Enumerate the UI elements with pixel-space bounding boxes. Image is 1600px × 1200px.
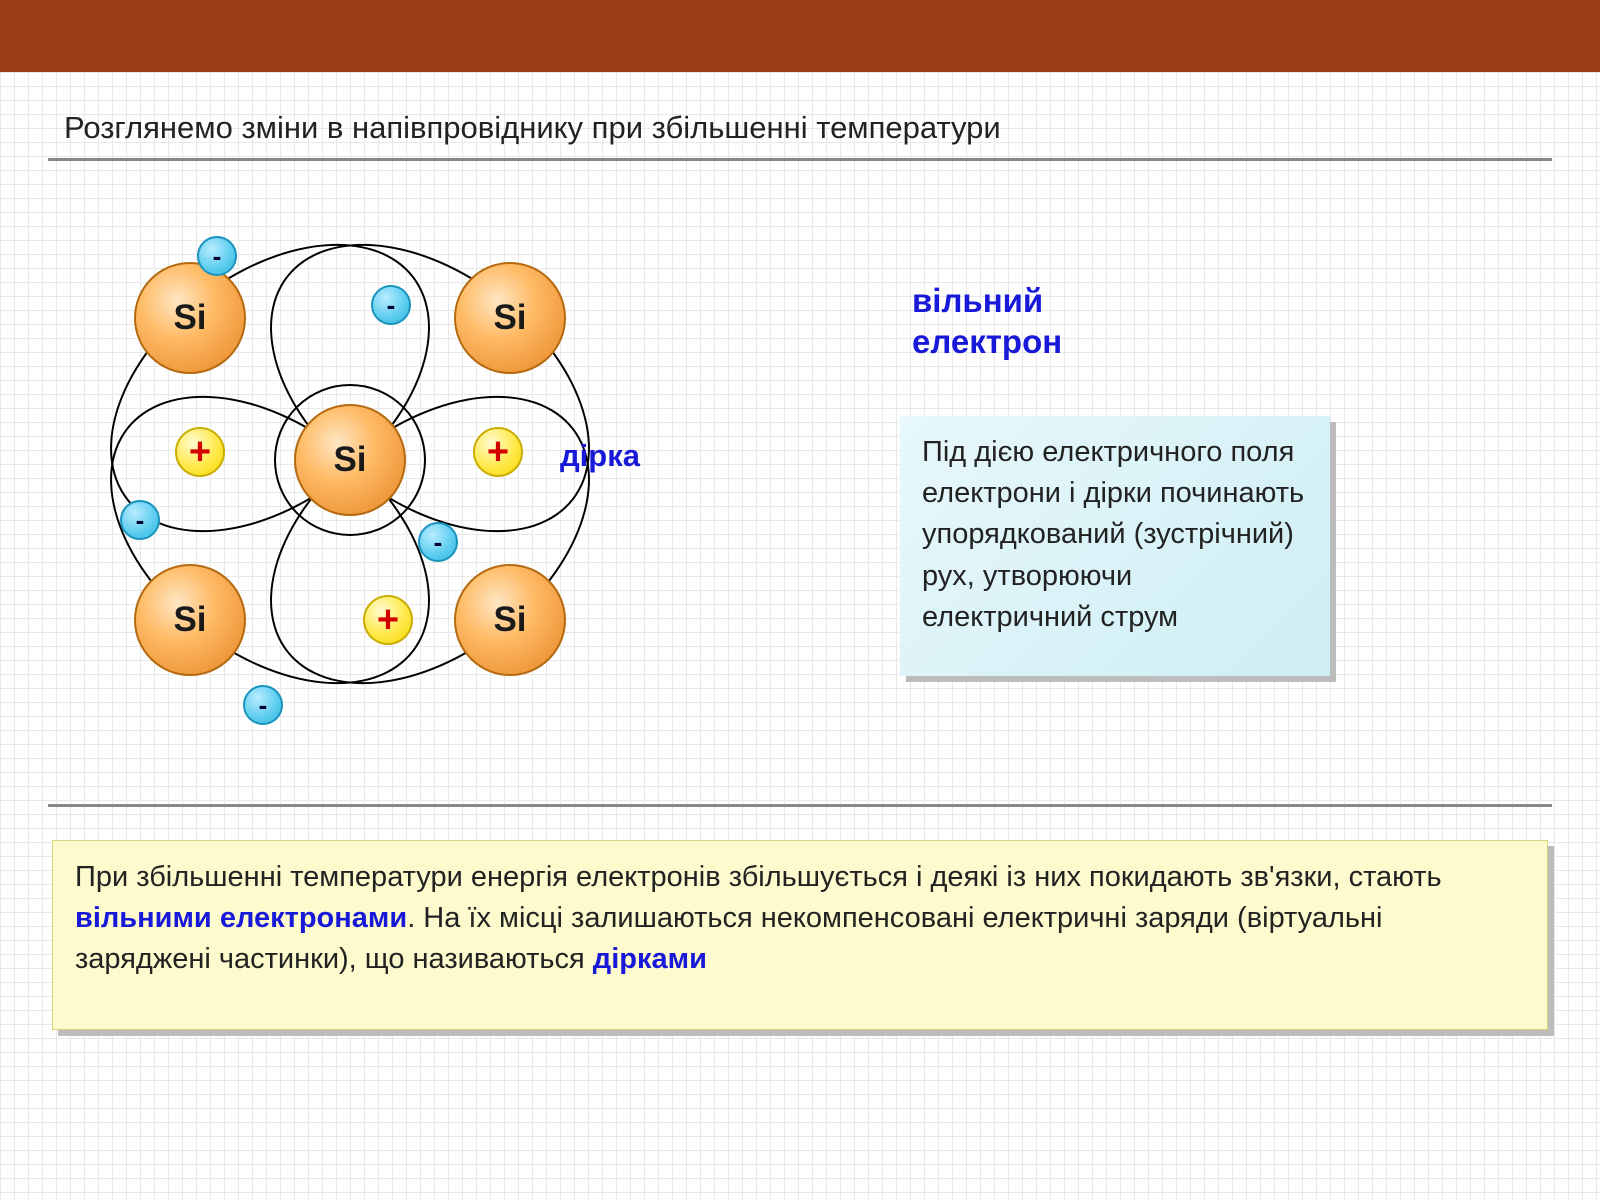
page-title: Розглянемо зміни в напівпровіднику при з…: [64, 110, 1001, 146]
si-atom: Si: [454, 262, 566, 374]
si-atom: Si: [454, 564, 566, 676]
hole-particle: +: [175, 427, 225, 477]
free-electron-label: вільний електрон: [912, 280, 1062, 363]
free-electron-label-line1: вільний: [912, 282, 1043, 319]
explanation-part1: При збільшенні температури енергія елект…: [75, 861, 1442, 893]
divider-top: [48, 158, 1552, 161]
electron-particle: -: [120, 500, 160, 540]
electron-particle: -: [243, 685, 283, 725]
hole-particle: +: [473, 427, 523, 477]
info-box-explanation: При збільшенні температури енергія елект…: [52, 840, 1548, 1030]
free-electron-label-line2: електрон: [912, 323, 1062, 360]
electron-particle: -: [371, 285, 411, 325]
si-atom: Si: [294, 404, 406, 516]
si-atom: Si: [134, 564, 246, 676]
hole-particle: +: [363, 595, 413, 645]
top-bar: [0, 0, 1600, 72]
si-atom: Si: [134, 262, 246, 374]
electron-particle: -: [197, 236, 237, 276]
divider-bottom: [48, 804, 1552, 807]
explanation-kw2: дірками: [593, 943, 707, 975]
info-box-field-text: Під дією електричного поля електрони і д…: [922, 436, 1304, 633]
electron-particle: -: [418, 522, 458, 562]
hole-label: дірка: [560, 438, 640, 474]
info-box-field: Під дією електричного поля електрони і д…: [900, 416, 1330, 676]
explanation-kw1: вільними електронами: [75, 902, 407, 934]
slide-content: Розглянемо зміни в напівпровіднику при з…: [0, 0, 1600, 1200]
silicon-lattice-diagram: SiSiSiSiSi+++-----: [60, 190, 640, 780]
